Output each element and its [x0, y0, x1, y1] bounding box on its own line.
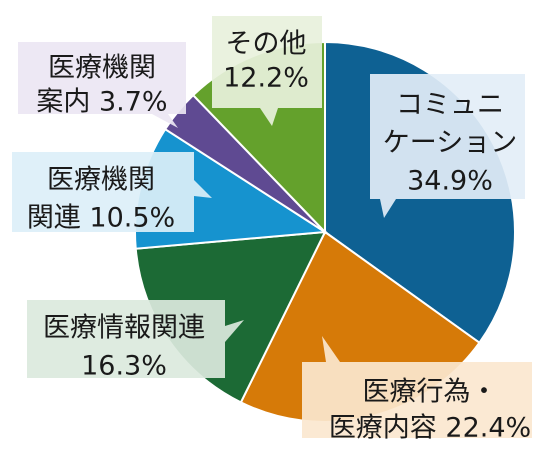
callout-box [302, 362, 532, 438]
slice-callout: 医療行為・医療内容 22.4% [302, 336, 532, 444]
slice-label: ケーション [383, 128, 517, 159]
slice-label: 16.3% [81, 351, 167, 382]
slice-label: 12.2% [223, 63, 309, 94]
slice-label: 医療情報関連 [43, 313, 205, 344]
callout-pointer [380, 199, 396, 218]
callout-pointer [152, 114, 178, 128]
slice-label: 医療内容 22.4% [329, 413, 531, 444]
slice-label: 34.9% [407, 166, 493, 197]
callout-pointer [260, 108, 278, 126]
slice-label: コミュニ [396, 90, 504, 121]
callout-box [370, 74, 525, 199]
callout-box [212, 16, 322, 108]
slice-label: 案内 3.7% [36, 87, 167, 118]
slice-label: 関連 10.5% [27, 203, 175, 234]
callout-pointer [225, 320, 244, 342]
slice-label: 医療機関 [48, 53, 156, 84]
callout-box [18, 42, 186, 114]
callout-box [27, 300, 225, 378]
callout-pointer [322, 336, 340, 362]
callout-box [12, 152, 194, 232]
slice-label: その他 [226, 29, 307, 60]
slice-label: 医療機関 [47, 165, 155, 196]
slice-label: 医療行為・ [363, 377, 498, 408]
callout-pointer [194, 180, 212, 198]
slice-callout: 医療情報関連 16.3% [27, 300, 244, 382]
